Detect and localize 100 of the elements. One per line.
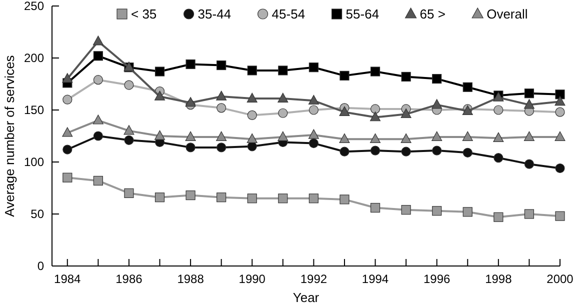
point (246, 92, 258, 102)
point (247, 66, 257, 76)
point (400, 133, 412, 144)
y-tick-label: 100 (24, 155, 44, 170)
point (308, 62, 318, 72)
point (524, 99, 534, 109)
point (432, 206, 442, 216)
point (432, 131, 442, 141)
point (340, 194, 350, 204)
point (62, 94, 72, 104)
point (555, 163, 565, 174)
point (462, 207, 472, 217)
point (308, 138, 318, 148)
legend-label: 55-64 (346, 6, 380, 22)
point (154, 90, 166, 100)
point (124, 125, 134, 135)
point (278, 66, 288, 76)
point (216, 142, 226, 152)
point (154, 130, 166, 140)
point (247, 110, 257, 120)
point (186, 142, 196, 152)
point (555, 90, 565, 100)
point (524, 159, 534, 169)
point (308, 105, 318, 115)
point (278, 108, 288, 118)
point (93, 75, 103, 85)
point (370, 146, 380, 156)
point (339, 106, 350, 116)
point (93, 51, 103, 61)
point (216, 60, 226, 70)
point (62, 172, 72, 182)
point (370, 66, 380, 76)
point (93, 131, 103, 141)
point (308, 194, 318, 204)
y-tick-label: 200 (24, 51, 44, 66)
x-tick-label: 1990 (238, 272, 266, 286)
point (124, 80, 134, 90)
point (462, 82, 472, 92)
x-tick-label: 2000 (546, 272, 574, 286)
x-tick-label: 1992 (300, 272, 328, 286)
y-tick-label: 150 (24, 103, 44, 118)
legend-label: Overall (486, 6, 528, 22)
legend-label: 35-44 (198, 6, 232, 22)
point (92, 36, 104, 46)
x-tick-label: 1994 (362, 272, 389, 286)
point (216, 103, 226, 113)
point (62, 73, 73, 83)
point (247, 142, 257, 152)
point (401, 205, 411, 215)
point (554, 96, 566, 106)
x-tick-label: 1998 (485, 272, 512, 286)
point (340, 146, 350, 156)
y-axis-title: Average number of services (2, 54, 17, 217)
point (555, 107, 565, 117)
point (339, 133, 350, 144)
point (401, 72, 411, 82)
point (494, 105, 504, 115)
legend-label: 45-54 (272, 6, 306, 22)
point (555, 211, 565, 221)
point (186, 59, 196, 70)
point (278, 92, 288, 102)
legend-label: 65 > (420, 6, 446, 22)
x-axis-title: Year (292, 290, 320, 305)
x-tick-label: 1988 (177, 272, 204, 286)
point (554, 131, 566, 141)
point (462, 131, 473, 141)
point (493, 132, 504, 142)
point (93, 176, 103, 186)
point (62, 144, 72, 154)
point (154, 192, 165, 202)
point (524, 88, 534, 98)
point (462, 148, 472, 158)
point (370, 112, 381, 122)
point (401, 146, 411, 156)
point (124, 135, 134, 145)
legend-label: < 35 (131, 6, 157, 22)
y-tick-label: 0 (37, 259, 44, 274)
point (370, 133, 381, 144)
point (216, 131, 227, 141)
point (124, 188, 134, 198)
point (185, 97, 196, 107)
point (185, 131, 196, 141)
point (308, 94, 319, 105)
point (494, 212, 504, 222)
point (524, 131, 534, 141)
y-tick-label: 250 (24, 0, 44, 14)
point (432, 146, 442, 156)
x-tick-label: 1996 (423, 272, 451, 286)
point (62, 127, 73, 137)
x-tick-label: 1986 (116, 272, 143, 286)
point (278, 194, 288, 204)
point (340, 70, 350, 80)
point (370, 202, 380, 213)
point (400, 108, 412, 118)
point (524, 209, 534, 219)
point (186, 190, 196, 200)
point (92, 114, 104, 124)
point (216, 90, 227, 100)
point (278, 131, 288, 141)
point (432, 74, 442, 84)
